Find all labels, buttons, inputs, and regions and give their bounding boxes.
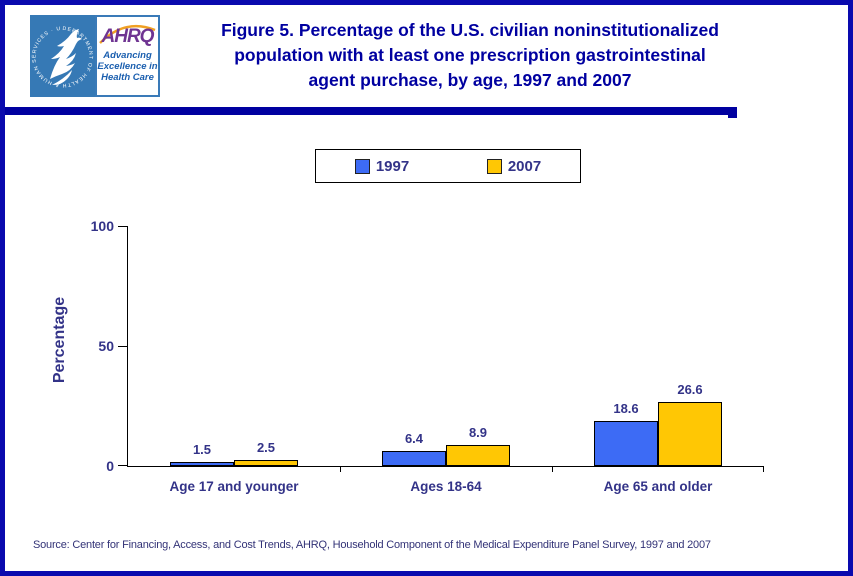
figure-title-line-3: agent purchase, by age, 1997 and 2007 xyxy=(308,69,632,90)
eagle-shape xyxy=(50,29,82,79)
y-axis-tick xyxy=(118,346,127,347)
bar-2007-1 xyxy=(234,460,298,466)
agency-logo-block: DEPARTMENT OF HEALTH & HUMAN SERVICES · … xyxy=(30,15,160,97)
bar-1997-3 xyxy=(594,421,658,466)
y-axis-tick-label: 50 xyxy=(98,338,114,354)
bar-value-label: 6.4 xyxy=(404,430,424,446)
ahrq-tagline: Advancing Excellence in Health Care xyxy=(97,50,158,84)
x-axis-tick xyxy=(552,466,553,472)
title-divider-bar xyxy=(0,107,737,115)
ahrq-arc-swoosh-icon xyxy=(99,25,156,44)
bar-1997-1 xyxy=(170,462,234,466)
y-axis-tick xyxy=(118,226,127,227)
y-axis-tick-label: 100 xyxy=(90,218,114,234)
x-axis-tick xyxy=(340,466,341,472)
legend-label-1997: 1997 xyxy=(375,157,410,175)
bar-2007-2 xyxy=(446,444,510,466)
ahrq-tagline-line: Health Care xyxy=(101,72,154,84)
source-note: Source: Center for Financing, Access, an… xyxy=(33,539,711,551)
ahrq-tagline-line: Excellence in xyxy=(97,61,158,73)
bar-2007-3 xyxy=(658,402,722,466)
legend-entry-1997: 1997 xyxy=(354,157,410,175)
bar-value-label: 1.5 xyxy=(192,442,212,458)
bar-1997-2 xyxy=(382,450,446,466)
bar-value-label: 26.6 xyxy=(677,382,703,398)
legend-entry-2007: 2007 xyxy=(486,157,542,175)
bar-value-label: 18.6 xyxy=(613,401,639,417)
ahrq-tagline-line: Advancing xyxy=(103,50,152,61)
chart-legend: 1997 2007 xyxy=(315,149,581,183)
legend-swatch-1997 xyxy=(354,158,370,174)
y-axis-title: Percentage xyxy=(51,296,68,384)
hhs-seal-logo: DEPARTMENT OF HEALTH & HUMAN SERVICES · … xyxy=(30,15,95,97)
title-divider-bar-end-notch xyxy=(728,114,737,118)
legend-label-2007: 2007 xyxy=(507,157,542,175)
x-axis-category-label: Age 17 and younger xyxy=(169,479,299,494)
y-axis-tick xyxy=(118,465,127,466)
legend-swatch-2007 xyxy=(486,158,502,174)
bar-value-label: 2.5 xyxy=(256,440,276,455)
x-axis-tick xyxy=(763,466,764,472)
figure-title-line-1: Figure 5. Percentage of the U.S. civilia… xyxy=(221,20,719,40)
ahrq-wordmark: AHRQ xyxy=(101,26,155,47)
eagle-wing-stripe xyxy=(52,70,72,85)
ahrq-logo: AHRQ Advancing Excellence in Health Care xyxy=(95,15,160,97)
bar-chart-plot-area: 0 50 100 1.5 2.5 Age 17 and younger 6.4 8.9 Ages… xyxy=(91,218,764,494)
figure-title-line-2: population with at least one prescriptio… xyxy=(234,44,706,65)
figure-title: Figure 5. Percentage of the U.S. civilia… xyxy=(185,18,755,93)
hhs-eagle-icon: DEPARTMENT OF HEALTH & HUMAN SERVICES · … xyxy=(30,15,93,88)
x-axis-category-label: Age 65 and older xyxy=(603,479,713,494)
bar-value-label: 8.9 xyxy=(468,424,488,440)
x-axis-category-label: Ages 18-64 xyxy=(410,479,482,494)
y-axis-tick-label: 0 xyxy=(106,458,114,474)
